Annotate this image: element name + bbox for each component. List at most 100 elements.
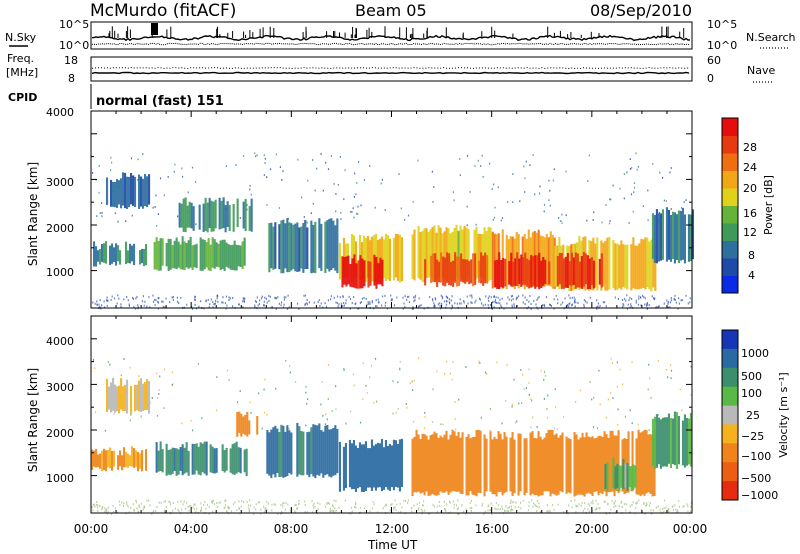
data-strip: [203, 441, 206, 474]
data-strip: [679, 210, 682, 261]
speckle-mark: [445, 503, 448, 506]
speckle-mark: [677, 510, 679, 513]
data-strip: [374, 444, 377, 491]
speckle-mark: [586, 301, 588, 304]
speckle-mark: [511, 294, 514, 297]
data-strip: [661, 417, 664, 467]
speckle-mark: [543, 371, 546, 373]
speckle-mark: [192, 506, 194, 509]
speckle-mark: [101, 202, 103, 204]
data-strip: [115, 243, 118, 266]
data-strip: [671, 211, 674, 259]
colorbar-segment: [722, 275, 738, 294]
speckle-mark: [333, 499, 335, 502]
speckle-mark: [679, 388, 681, 391]
data-strip: [336, 428, 339, 474]
speckle-mark: [433, 186, 435, 188]
data-strip: [173, 240, 176, 269]
speckle-mark: [500, 304, 502, 307]
data-strip: [198, 204, 201, 230]
data-strip: [652, 237, 655, 288]
speckle-mark: [339, 156, 341, 158]
data-strip: [608, 237, 611, 290]
speckle-mark: [630, 193, 633, 196]
speckle-mark: [672, 505, 674, 508]
speckle-mark: [690, 501, 692, 504]
speckle-mark: [212, 510, 214, 513]
speckle-mark: [174, 163, 176, 166]
speckle-mark: [331, 410, 333, 412]
speckle-mark: [330, 295, 332, 298]
speckle-mark: [306, 402, 308, 405]
speckle-mark: [553, 307, 555, 310]
speckle-mark: [159, 177, 162, 180]
data-strip: [134, 384, 137, 412]
speckle-mark: [552, 179, 554, 182]
speckle-mark: [280, 304, 282, 307]
data-strip: [211, 237, 214, 268]
speckle-mark: [685, 294, 687, 297]
data-strip: [568, 261, 571, 286]
data-strip: [153, 241, 156, 270]
speckle-mark: [349, 210, 352, 213]
speckle-mark: [631, 361, 633, 364]
speckle-mark: [357, 213, 359, 215]
data-strip: [595, 437, 598, 492]
speckle-mark: [135, 499, 137, 502]
speckle-mark: [152, 510, 154, 513]
speckle-mark: [112, 504, 114, 507]
speckle-mark: [445, 510, 447, 513]
speckle-mark: [645, 304, 648, 307]
data-strip: [320, 223, 323, 271]
data-strip: [606, 237, 609, 291]
speckle-mark: [313, 506, 315, 509]
data-strip: [582, 252, 585, 287]
data-strip: [647, 434, 650, 493]
speckle-mark: [557, 298, 559, 301]
speckle-mark: [316, 509, 319, 512]
data-strip: [673, 411, 676, 466]
data-strip: [482, 255, 485, 286]
speckle-mark: [547, 510, 549, 513]
speckle-mark: [261, 427, 263, 430]
data-strip: [177, 449, 180, 475]
speckle-mark: [437, 303, 439, 306]
speckle-mark: [432, 201, 434, 203]
cpid-value: normal (fast) 151: [96, 94, 224, 109]
data-strip: [419, 439, 422, 494]
data-strip: [349, 264, 352, 287]
data-strip: [237, 447, 240, 473]
speckle-mark: [264, 508, 266, 511]
speckle-mark: [561, 222, 563, 225]
data-strip: [644, 237, 647, 290]
data-strip: [579, 437, 582, 495]
speckle-mark: [155, 510, 157, 512]
speckle-mark: [216, 295, 218, 298]
speckle-mark: [518, 402, 520, 405]
speckle-mark: [354, 303, 356, 305]
data-strip: [567, 438, 570, 493]
speckle-mark: [314, 189, 316, 192]
data-strip: [463, 225, 466, 282]
data-strip: [288, 430, 291, 474]
speckle-mark: [656, 305, 658, 308]
n-search-label: N.Search: [746, 31, 796, 44]
speckle-mark: [471, 506, 473, 509]
data-strip: [175, 448, 178, 476]
data-strip: [185, 442, 188, 473]
speckle-mark: [126, 296, 128, 298]
speckle-mark: [534, 193, 536, 196]
speckle-mark: [360, 421, 362, 424]
colorbar-segment: [722, 223, 738, 241]
speckle-mark: [360, 204, 362, 207]
speckle-mark: [553, 168, 555, 171]
speckle-mark: [508, 506, 510, 509]
speckle-mark: [482, 175, 484, 178]
speckle-mark: [596, 307, 598, 310]
speckle-mark: [275, 307, 277, 310]
speckle-mark: [246, 204, 248, 206]
speckle-mark: [515, 421, 517, 424]
data-strip: [549, 429, 552, 497]
speckle-mark: [149, 306, 151, 309]
data-strip: [384, 233, 387, 281]
